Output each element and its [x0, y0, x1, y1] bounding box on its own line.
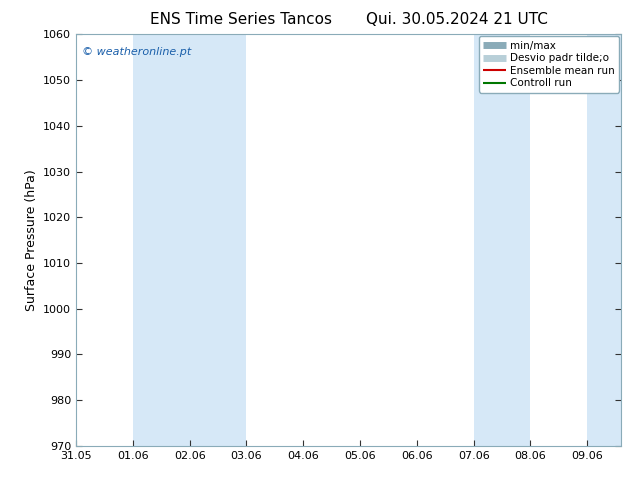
Bar	[587, 34, 621, 446]
Text: Qui. 30.05.2024 21 UTC: Qui. 30.05.2024 21 UTC	[366, 12, 547, 27]
Text: © weatheronline.pt: © weatheronline.pt	[82, 47, 191, 57]
Bar	[474, 34, 531, 446]
Bar	[133, 34, 247, 446]
Y-axis label: Surface Pressure (hPa): Surface Pressure (hPa)	[25, 169, 37, 311]
Text: ENS Time Series Tancos: ENS Time Series Tancos	[150, 12, 332, 27]
Legend: min/max, Desvio padr tilde;o, Ensemble mean run, Controll run: min/max, Desvio padr tilde;o, Ensemble m…	[479, 36, 619, 93]
